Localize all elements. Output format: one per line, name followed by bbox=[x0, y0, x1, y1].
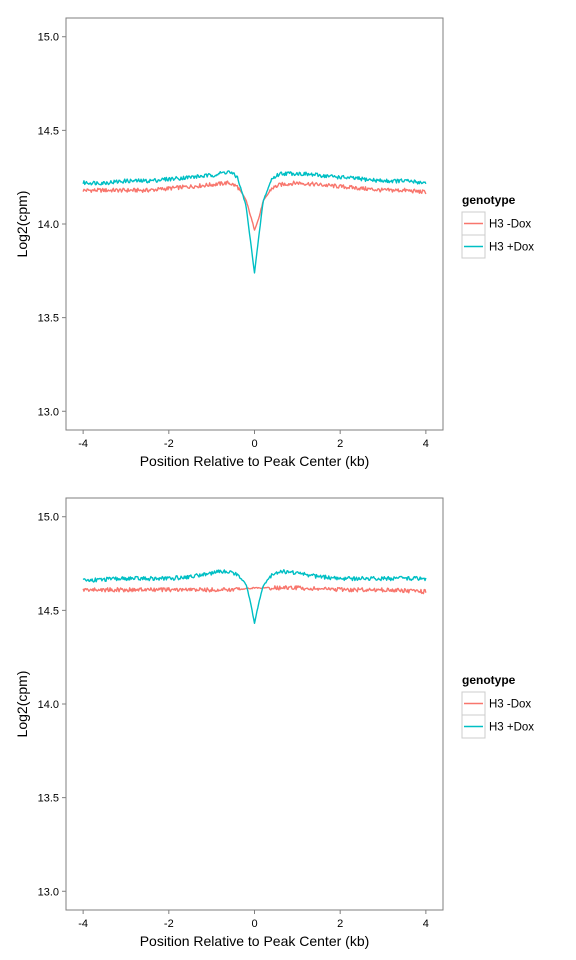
y-tick-label: 13.0 bbox=[38, 886, 59, 898]
y-tick-label: 13.0 bbox=[38, 406, 59, 418]
y-axis-title: Log2(cpm) bbox=[14, 191, 30, 258]
x-tick-label: 0 bbox=[251, 918, 257, 930]
y-tick-label: 14.5 bbox=[38, 125, 59, 137]
y-axis-title: Log2(cpm) bbox=[14, 671, 30, 738]
legend-label: H3 +Dox bbox=[489, 242, 534, 254]
x-tick-label: -2 bbox=[164, 918, 174, 930]
y-tick-label: 13.5 bbox=[38, 793, 59, 805]
y-tick-label: 13.5 bbox=[38, 313, 59, 325]
x-tick-label: 2 bbox=[337, 918, 343, 930]
x-tick-label: -4 bbox=[78, 438, 88, 450]
x-tick-label: 0 bbox=[251, 438, 257, 450]
x-tick-label: -4 bbox=[78, 918, 88, 930]
x-axis-title: Position Relative to Peak Center (kb) bbox=[140, 933, 370, 949]
y-tick-label: 14.5 bbox=[38, 605, 59, 617]
chart-panel-2: 13.0 13.5 14.0 14.5 15.0 -4 -2 0 2 4 Position Rela… bbox=[14, 498, 534, 949]
legend-title: genotype bbox=[462, 673, 516, 687]
legend-label: H3 -Dox bbox=[489, 219, 531, 231]
plot-area bbox=[66, 498, 443, 910]
x-tick-label: 2 bbox=[337, 438, 343, 450]
y-tick-label: 15.0 bbox=[38, 32, 59, 44]
x-axis-title: Position Relative to Peak Center (kb) bbox=[140, 453, 370, 469]
x-tick-label: 4 bbox=[423, 918, 429, 930]
chart-panel-1: 13.0 13.5 14.0 14.5 15.0 -4 -2 0 2 4 Position Rela… bbox=[14, 18, 534, 469]
y-tick-label: 14.0 bbox=[38, 699, 59, 711]
legend-title: genotype bbox=[462, 193, 516, 207]
y-tick-label: 15.0 bbox=[38, 512, 59, 524]
x-tick-label: -2 bbox=[164, 438, 174, 450]
x-tick-label: 4 bbox=[423, 438, 429, 450]
plot-area bbox=[66, 18, 443, 430]
legend-label: H3 +Dox bbox=[489, 722, 534, 734]
y-tick-label: 14.0 bbox=[38, 219, 59, 231]
legend-label: H3 -Dox bbox=[489, 699, 531, 711]
